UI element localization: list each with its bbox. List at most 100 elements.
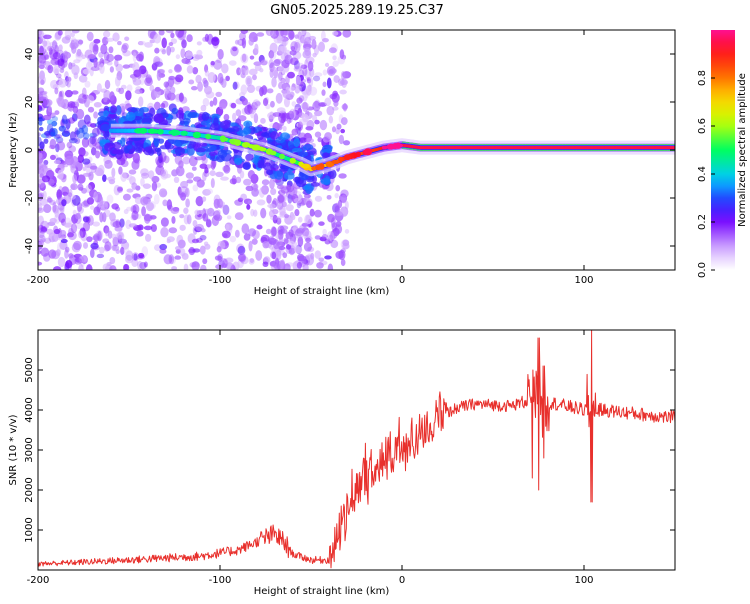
spectrogram-noise-blob — [252, 238, 258, 244]
ridge-knot — [251, 145, 257, 150]
spectrogram-noise-blob — [90, 243, 98, 250]
spectrogram-noise-blob — [255, 250, 262, 261]
spectrogram-noise-blob — [99, 196, 103, 206]
spectrogram-noise-blob — [339, 90, 347, 95]
spectrogram-noise-blob — [305, 231, 309, 236]
spectrogram-noise-blob — [111, 168, 115, 178]
spectrogram-noise-blob — [332, 55, 336, 60]
spectrogram-noise-blob — [298, 86, 302, 93]
spectrogram-noise-blob — [164, 254, 173, 264]
spectrogram-ridge-blob — [274, 170, 283, 179]
spectrogram-noise-blob — [342, 29, 351, 37]
spectrogram-noise-blob — [57, 242, 62, 253]
spectrogram-noise-blob — [211, 37, 219, 47]
spectrogram-noise-blob — [183, 208, 188, 214]
spectrogram-noise-blob — [321, 89, 325, 95]
spectrogram-noise-blob — [39, 91, 47, 95]
spectrogram-noise-blob — [232, 113, 236, 122]
spec-y-tick-label: 0 — [24, 147, 35, 153]
spectrogram-noise-blob — [278, 232, 284, 240]
spectrogram-noise-blob — [287, 111, 294, 120]
spectrogram-noise-blob — [188, 79, 194, 84]
spectrogram-noise-blob — [123, 64, 130, 68]
spectrogram-noise-blob — [315, 250, 321, 259]
spectrogram-noise-blob — [210, 170, 216, 176]
spectrogram-noise-blob — [154, 194, 160, 205]
spectrogram-noise-blob — [200, 265, 206, 273]
spectrogram-noise-blob — [124, 209, 129, 214]
spectrogram-noise-blob — [40, 173, 44, 177]
spectrogram-noise-blob — [329, 116, 333, 124]
spectrogram-noise-blob — [273, 59, 280, 66]
spectrogram-noise-blob — [53, 266, 61, 272]
spectrogram-noise-blob — [272, 252, 277, 260]
spectrogram-noise-blob — [97, 83, 102, 92]
spectrogram-noise-blob — [257, 32, 265, 37]
spectrogram-noise-blob — [57, 96, 64, 106]
snr-y-tick-label: 2000 — [24, 477, 35, 502]
spectrogram-noise-blob — [250, 258, 254, 263]
spectrogram-noise-blob — [47, 196, 52, 202]
spectrogram-noise-blob — [250, 55, 255, 59]
spectrogram-noise-blob — [169, 227, 178, 233]
spectrogram-noise-blob — [338, 173, 346, 178]
spectrogram-noise-blob — [179, 93, 184, 102]
spectrogram-noise-blob — [124, 37, 129, 41]
spectrogram-noise-blob — [242, 38, 246, 49]
spectrogram-noise-blob — [342, 239, 349, 246]
spec-y-tick-label: 40 — [24, 48, 35, 61]
spectrogram-noise-blob — [123, 194, 131, 201]
spectrogram-noise-blob — [102, 174, 107, 182]
spectrogram-noise-blob — [97, 254, 104, 258]
spectrogram-noise-blob — [149, 85, 154, 92]
spectrogram-noise-blob — [93, 44, 99, 55]
spectrogram-noise-blob — [58, 212, 66, 222]
spectrogram-noise-blob — [289, 31, 294, 39]
spectrogram-noise-blob — [180, 248, 185, 256]
spectrogram-noise-blob — [240, 170, 244, 178]
spectrogram-noise-blob — [229, 60, 237, 66]
spectrogram-noise-blob — [298, 217, 303, 223]
spectrogram-noise-blob — [260, 208, 266, 219]
spectrogram-noise-blob — [56, 141, 65, 150]
spectrogram-noise-blob — [288, 241, 294, 246]
spectrogram-noise-blob — [197, 41, 202, 45]
spectrogram-noise-blob — [284, 55, 292, 65]
spectrogram-noise-blob — [302, 114, 309, 122]
spectrogram-noise-blob — [114, 55, 122, 61]
spectrogram-noise-blob — [155, 87, 161, 92]
spectrogram-ridge-blob — [263, 127, 268, 132]
spectrogram-noise-blob — [200, 235, 207, 241]
spectrogram-noise-blob — [343, 103, 347, 112]
spectrogram-ridge-blob — [187, 144, 194, 149]
spectrogram-noise-blob — [341, 71, 346, 80]
spectrogram-noise-blob — [329, 47, 337, 53]
spectrogram-noise-blob — [255, 101, 261, 106]
spectrogram-noise-blob — [298, 255, 306, 261]
spectrogram-noise-blob — [162, 200, 167, 207]
spectrogram-noise-blob — [112, 32, 119, 41]
spectrogram-noise-blob — [316, 262, 324, 269]
spectrogram-ridge-blob — [157, 147, 162, 156]
spectrogram-noise-blob — [68, 117, 75, 123]
spectrogram-noise-blob — [329, 68, 337, 73]
spectrogram-noise-blob — [99, 247, 105, 254]
ridge-knot — [222, 137, 228, 141]
spectrogram-noise-blob — [160, 227, 168, 237]
spectrogram-noise-blob — [185, 51, 193, 60]
spectrogram-noise-blob — [161, 38, 166, 49]
spectrogram-noise-blob — [184, 264, 189, 272]
colorbar-bar — [711, 30, 735, 270]
spectrogram-noise-blob — [266, 195, 271, 204]
spectrogram-noise-blob — [278, 66, 285, 72]
spectrogram-ridge-blob — [112, 149, 120, 155]
spectrogram-noise-blob — [188, 248, 196, 253]
spectrogram-noise-blob — [154, 48, 159, 54]
spectrogram-noise-blob — [310, 209, 315, 217]
spectrogram-noise-blob — [137, 224, 143, 230]
spectrogram-noise-blob — [328, 263, 333, 273]
spectrogram-noise-blob — [223, 165, 230, 174]
spectrogram-noise-blob — [304, 47, 311, 56]
